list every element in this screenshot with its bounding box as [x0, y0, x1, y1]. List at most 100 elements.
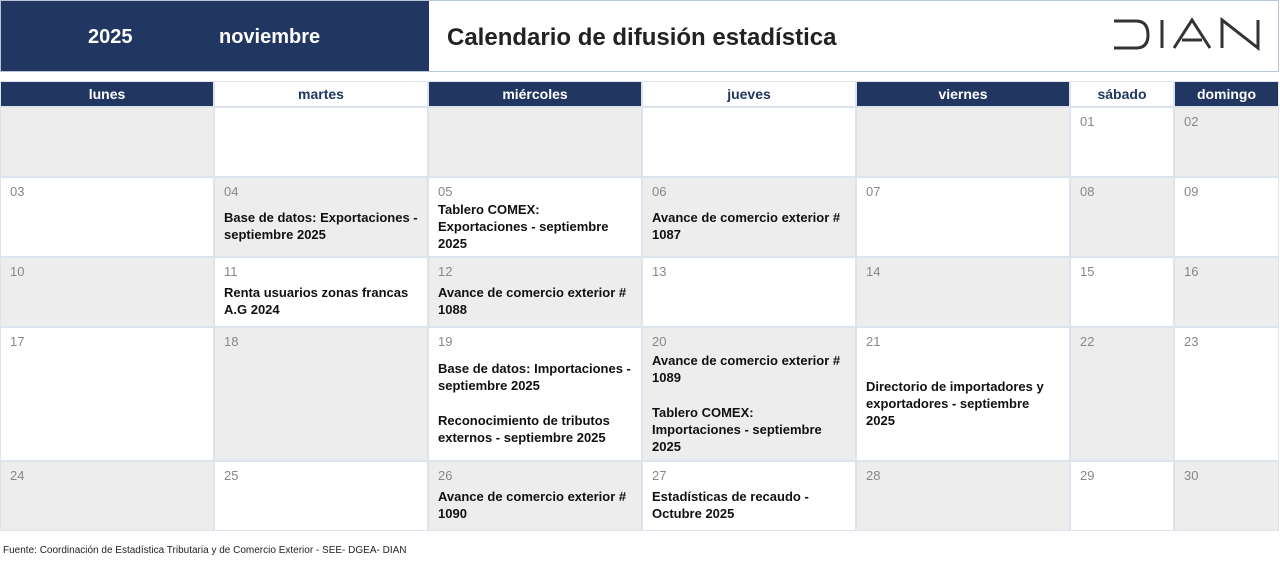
- day-number: 08: [1080, 184, 1095, 199]
- day-number: 25: [224, 468, 239, 483]
- event-list: [866, 484, 1060, 526]
- event-item: Base de datos: Importaciones - septiembr…: [438, 361, 631, 393]
- event-list: Avance de comercio exterior # 1087: [652, 200, 846, 252]
- event-item: Estadísticas de recaudo - Octubre 2025: [652, 489, 809, 521]
- event-item: Tablero COMEX: Importaciones - septiembr…: [652, 404, 822, 454]
- event-list: [1184, 484, 1269, 526]
- day-cell: [428, 107, 642, 177]
- event-list: [438, 130, 632, 172]
- day-cell: 12 Avance de comercio exterior # 1088: [428, 257, 642, 327]
- event-item: Avance de comercio exterior # 1087: [652, 210, 841, 242]
- event-list: [10, 280, 204, 322]
- day-cell: 11 Renta usuarios zonas francas A.G 2024: [214, 257, 428, 327]
- day-cell: [642, 107, 856, 177]
- day-cell: 29: [1070, 461, 1174, 531]
- event-item: Avance de comercio exterior # 1090: [438, 489, 627, 521]
- calendar-header: 2025 noviembre Calendario de difusión es…: [0, 0, 1279, 72]
- day-cell: 02: [1174, 107, 1279, 177]
- event-list: [1184, 200, 1269, 252]
- weekday-header-lunes: lunes: [0, 81, 214, 107]
- day-number: [438, 114, 632, 130]
- day-cell: [856, 107, 1070, 177]
- event-item: Directorio de importadores y exportadore…: [866, 378, 1044, 428]
- weekday-header-miércoles: miércoles: [428, 81, 642, 107]
- day-number: 28: [866, 468, 881, 483]
- event-list: Tablero COMEX: Exportaciones - septiembr…: [438, 200, 632, 252]
- day-cell: 10: [0, 257, 214, 327]
- day-cell: 03: [0, 177, 214, 257]
- event-list: [1080, 484, 1164, 526]
- event-list: [866, 130, 1060, 172]
- day-cell: 15: [1070, 257, 1174, 327]
- event-list: [10, 130, 204, 172]
- day-cell: 19 Base de datos: Importaciones - septiem…: [428, 327, 642, 461]
- event-list: [1184, 280, 1269, 322]
- day-number: 24: [10, 468, 25, 483]
- event-list: [866, 280, 1060, 322]
- calendar-grid: lunes martes miércoles jueves viernes sábado d…: [0, 81, 1279, 531]
- day-cell: 07: [856, 177, 1070, 257]
- event-list: Avance de comercio exterior # 1089 Tabler…: [652, 350, 846, 456]
- day-cell: 13: [642, 257, 856, 327]
- day-cell: 09: [1174, 177, 1279, 257]
- event-list: [652, 280, 846, 322]
- day-cell: 16: [1174, 257, 1279, 327]
- day-number: 11: [224, 264, 238, 279]
- event-list: [224, 484, 418, 526]
- event-list: [10, 350, 204, 456]
- day-cell: [214, 107, 428, 177]
- day-cell: 14: [856, 257, 1070, 327]
- event-list: [1080, 280, 1164, 322]
- day-number: 05: [438, 184, 453, 199]
- event-item: Renta usuarios zonas francas A.G 2024: [224, 285, 409, 317]
- day-number: 06: [652, 184, 667, 199]
- day-cell: 30: [1174, 461, 1279, 531]
- day-number: [10, 114, 204, 130]
- event-list: [1080, 200, 1164, 252]
- day-number: [224, 114, 418, 130]
- day-number: 29: [1080, 468, 1095, 483]
- day-cell: 17: [0, 327, 214, 461]
- day-cell: 05 Tablero COMEX: Exportaciones - septiem…: [428, 177, 642, 257]
- event-list: [224, 130, 418, 172]
- event-list: [652, 130, 846, 172]
- day-number: 26: [438, 468, 453, 483]
- weekday-header-sábado: sábado: [1070, 81, 1174, 107]
- event-list: Avance de comercio exterior # 1090: [438, 484, 632, 526]
- weekday-header-jueves: jueves: [642, 81, 856, 107]
- event-list: [224, 350, 418, 456]
- day-number: 23: [1184, 334, 1199, 349]
- day-cell: [0, 107, 214, 177]
- day-cell: 20 Avance de comercio exterior # 1089 Tabl…: [642, 327, 856, 461]
- event-list: Renta usuarios zonas francas A.G 2024: [224, 280, 418, 322]
- day-number: 18: [224, 334, 239, 349]
- event-item: Avance de comercio exterior # 1089: [652, 352, 841, 385]
- event-item: Avance de comercio exterior # 1088: [438, 285, 627, 317]
- day-number: 13: [652, 264, 667, 279]
- day-number: [652, 114, 846, 130]
- event-list: [10, 200, 204, 252]
- event-list: Estadísticas de recaudo - Octubre 2025: [652, 484, 846, 526]
- day-cell: 23: [1174, 327, 1279, 461]
- day-number: 03: [10, 184, 25, 199]
- weekday-header-domingo: domingo: [1174, 81, 1279, 107]
- day-cell: 28: [856, 461, 1070, 531]
- day-cell: 24: [0, 461, 214, 531]
- day-number: 15: [1080, 264, 1095, 279]
- event-list: [1080, 130, 1164, 172]
- day-cell: 21 Directorio de importadores y exportado…: [856, 327, 1070, 461]
- day-number: 02: [1184, 114, 1199, 129]
- day-number: 14: [866, 264, 881, 279]
- day-number: 20: [652, 334, 667, 349]
- day-cell: 01: [1070, 107, 1174, 177]
- event-list: [1080, 350, 1164, 456]
- event-list: Directorio de importadores y exportadore…: [866, 350, 1060, 456]
- day-number: 17: [10, 334, 25, 349]
- day-number: 27: [652, 468, 667, 483]
- year-label: 2025: [88, 26, 133, 48]
- day-number: 01: [1080, 114, 1095, 129]
- day-cell: 22: [1070, 327, 1174, 461]
- day-cell: 18: [214, 327, 428, 461]
- page-title: Calendario de difusión estadística: [447, 24, 837, 51]
- day-number: 12: [438, 264, 453, 279]
